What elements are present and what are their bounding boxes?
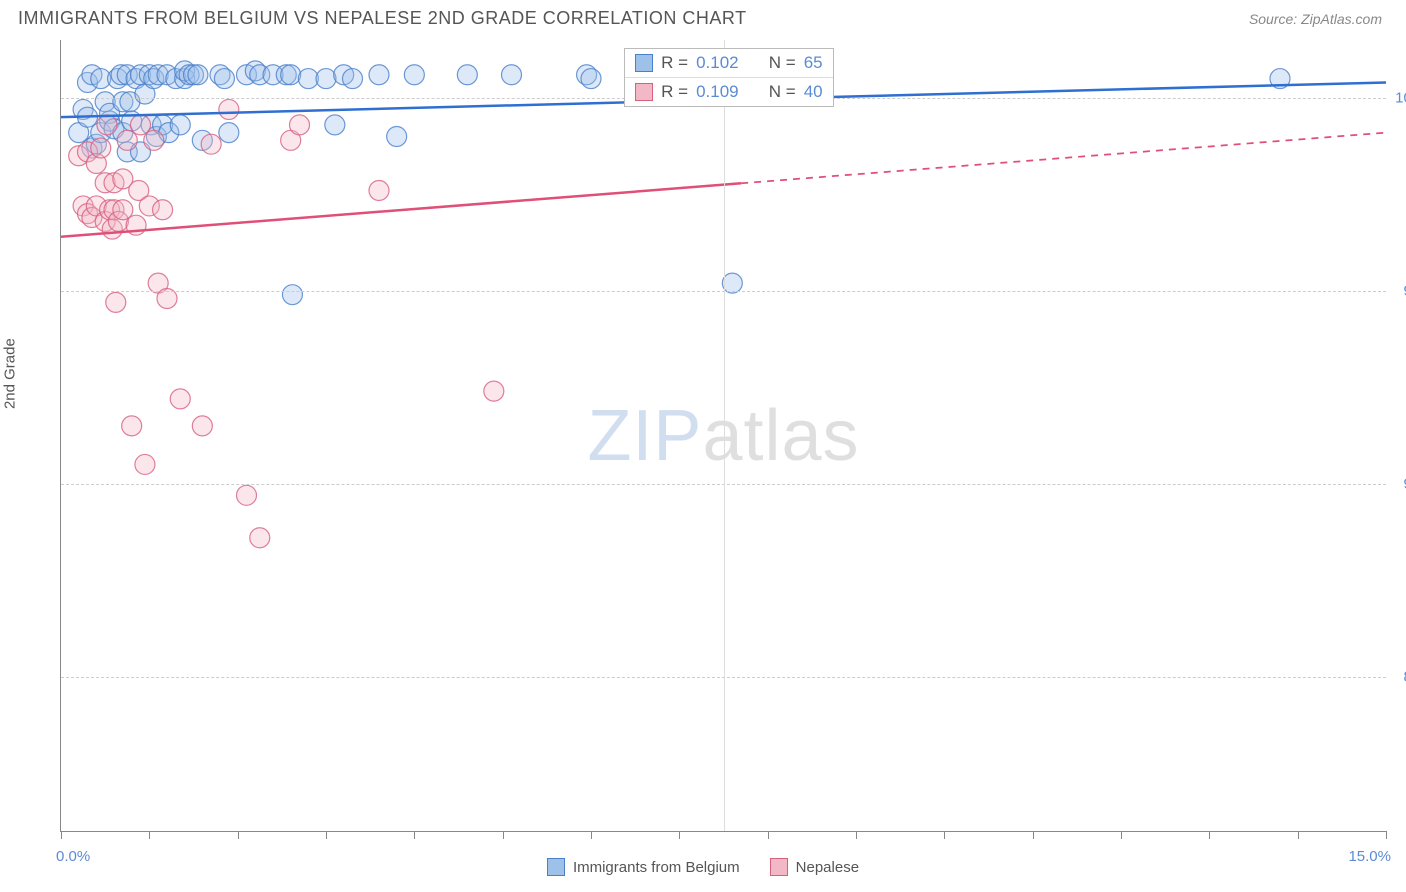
legend-swatch-nepalese (770, 858, 788, 876)
scatter-point-belgium (581, 69, 601, 89)
source-attribution: Source: ZipAtlas.com (1249, 11, 1382, 27)
n-value-belgium: 65 (804, 53, 823, 73)
plot-area: ZIPatlas R = 0.102 N = 65R = 0.109 N = 4… (60, 40, 1386, 832)
trend-line-extrapolated-nepalese (741, 133, 1386, 184)
y-tick-label: 100.0% (1391, 89, 1406, 106)
scatter-point-nepalese (237, 485, 257, 505)
x-tick (1209, 831, 1210, 839)
legend-item-nepalese: Nepalese (770, 858, 859, 876)
stats-row-nepalese: R = 0.109 N = 40 (625, 78, 833, 106)
x-tick (61, 831, 62, 839)
scatter-point-belgium (170, 115, 190, 135)
scatter-point-belgium (387, 126, 407, 146)
scatter-point-belgium (219, 123, 239, 143)
scatter-point-belgium (369, 65, 389, 85)
scatter-point-belgium (214, 69, 234, 89)
scatter-point-belgium (325, 115, 345, 135)
scatter-point-nepalese (484, 381, 504, 401)
scatter-point-belgium (282, 285, 302, 305)
scatter-point-belgium (188, 65, 208, 85)
scatter-point-nepalese (144, 130, 164, 150)
y-tick-label: 95.0% (1391, 282, 1406, 299)
x-tick (591, 831, 592, 839)
x-tick (238, 831, 239, 839)
scatter-point-nepalese (192, 416, 212, 436)
n-value-nepalese: 40 (804, 82, 823, 102)
scatter-point-nepalese (106, 292, 126, 312)
bottom-legend: Immigrants from Belgium Nepalese (0, 858, 1406, 876)
legend-swatch-belgium (635, 54, 653, 72)
scatter-point-nepalese (153, 200, 173, 220)
legend-label-belgium: Immigrants from Belgium (573, 859, 740, 876)
r-label: R = (661, 53, 688, 73)
chart-container: 2nd Grade ZIPatlas R = 0.102 N = 65R = 0… (20, 40, 1386, 832)
x-tick (679, 831, 680, 839)
scatter-point-nepalese (122, 416, 142, 436)
x-tick (1033, 831, 1034, 839)
scatter-point-belgium (404, 65, 424, 85)
scatter-point-nepalese (219, 99, 239, 119)
scatter-point-nepalese (91, 138, 111, 158)
stats-row-belgium: R = 0.102 N = 65 (625, 49, 833, 78)
x-tick (856, 831, 857, 839)
legend-swatch-nepalese (635, 83, 653, 101)
scatter-point-belgium (502, 65, 522, 85)
r-value-nepalese: 0.109 (696, 82, 739, 102)
scatter-point-belgium (457, 65, 477, 85)
scatter-point-nepalese (97, 115, 117, 135)
x-tick (1386, 831, 1387, 839)
x-tick (768, 831, 769, 839)
gridline-vertical (724, 40, 725, 831)
x-tick (503, 831, 504, 839)
scatter-point-belgium (343, 69, 363, 89)
scatter-point-belgium (316, 69, 336, 89)
scatter-point-belgium (298, 69, 318, 89)
y-tick-label: 85.0% (1391, 668, 1406, 685)
n-label: N = (769, 82, 796, 102)
legend-swatch-belgium (547, 858, 565, 876)
stats-legend-box: R = 0.102 N = 65R = 0.109 N = 40 (624, 48, 834, 107)
y-tick-label: 90.0% (1391, 475, 1406, 492)
scatter-point-belgium (281, 65, 301, 85)
scatter-point-nepalese (135, 454, 155, 474)
chart-title: IMMIGRANTS FROM BELGIUM VS NEPALESE 2ND … (18, 8, 747, 29)
x-tick (1298, 831, 1299, 839)
x-tick (1121, 831, 1122, 839)
x-tick (944, 831, 945, 839)
legend-label-nepalese: Nepalese (796, 859, 859, 876)
x-tick (414, 831, 415, 839)
legend-item-belgium: Immigrants from Belgium (547, 858, 740, 876)
scatter-point-nepalese (290, 115, 310, 135)
x-tick (326, 831, 327, 839)
scatter-point-nepalese (369, 180, 389, 200)
scatter-point-nepalese (250, 528, 270, 548)
r-value-belgium: 0.102 (696, 53, 739, 73)
x-tick (149, 831, 150, 839)
r-label: R = (661, 82, 688, 102)
scatter-point-nepalese (170, 389, 190, 409)
scatter-point-nepalese (201, 134, 221, 154)
y-axis-label: 2nd Grade (2, 338, 19, 409)
n-label: N = (769, 53, 796, 73)
